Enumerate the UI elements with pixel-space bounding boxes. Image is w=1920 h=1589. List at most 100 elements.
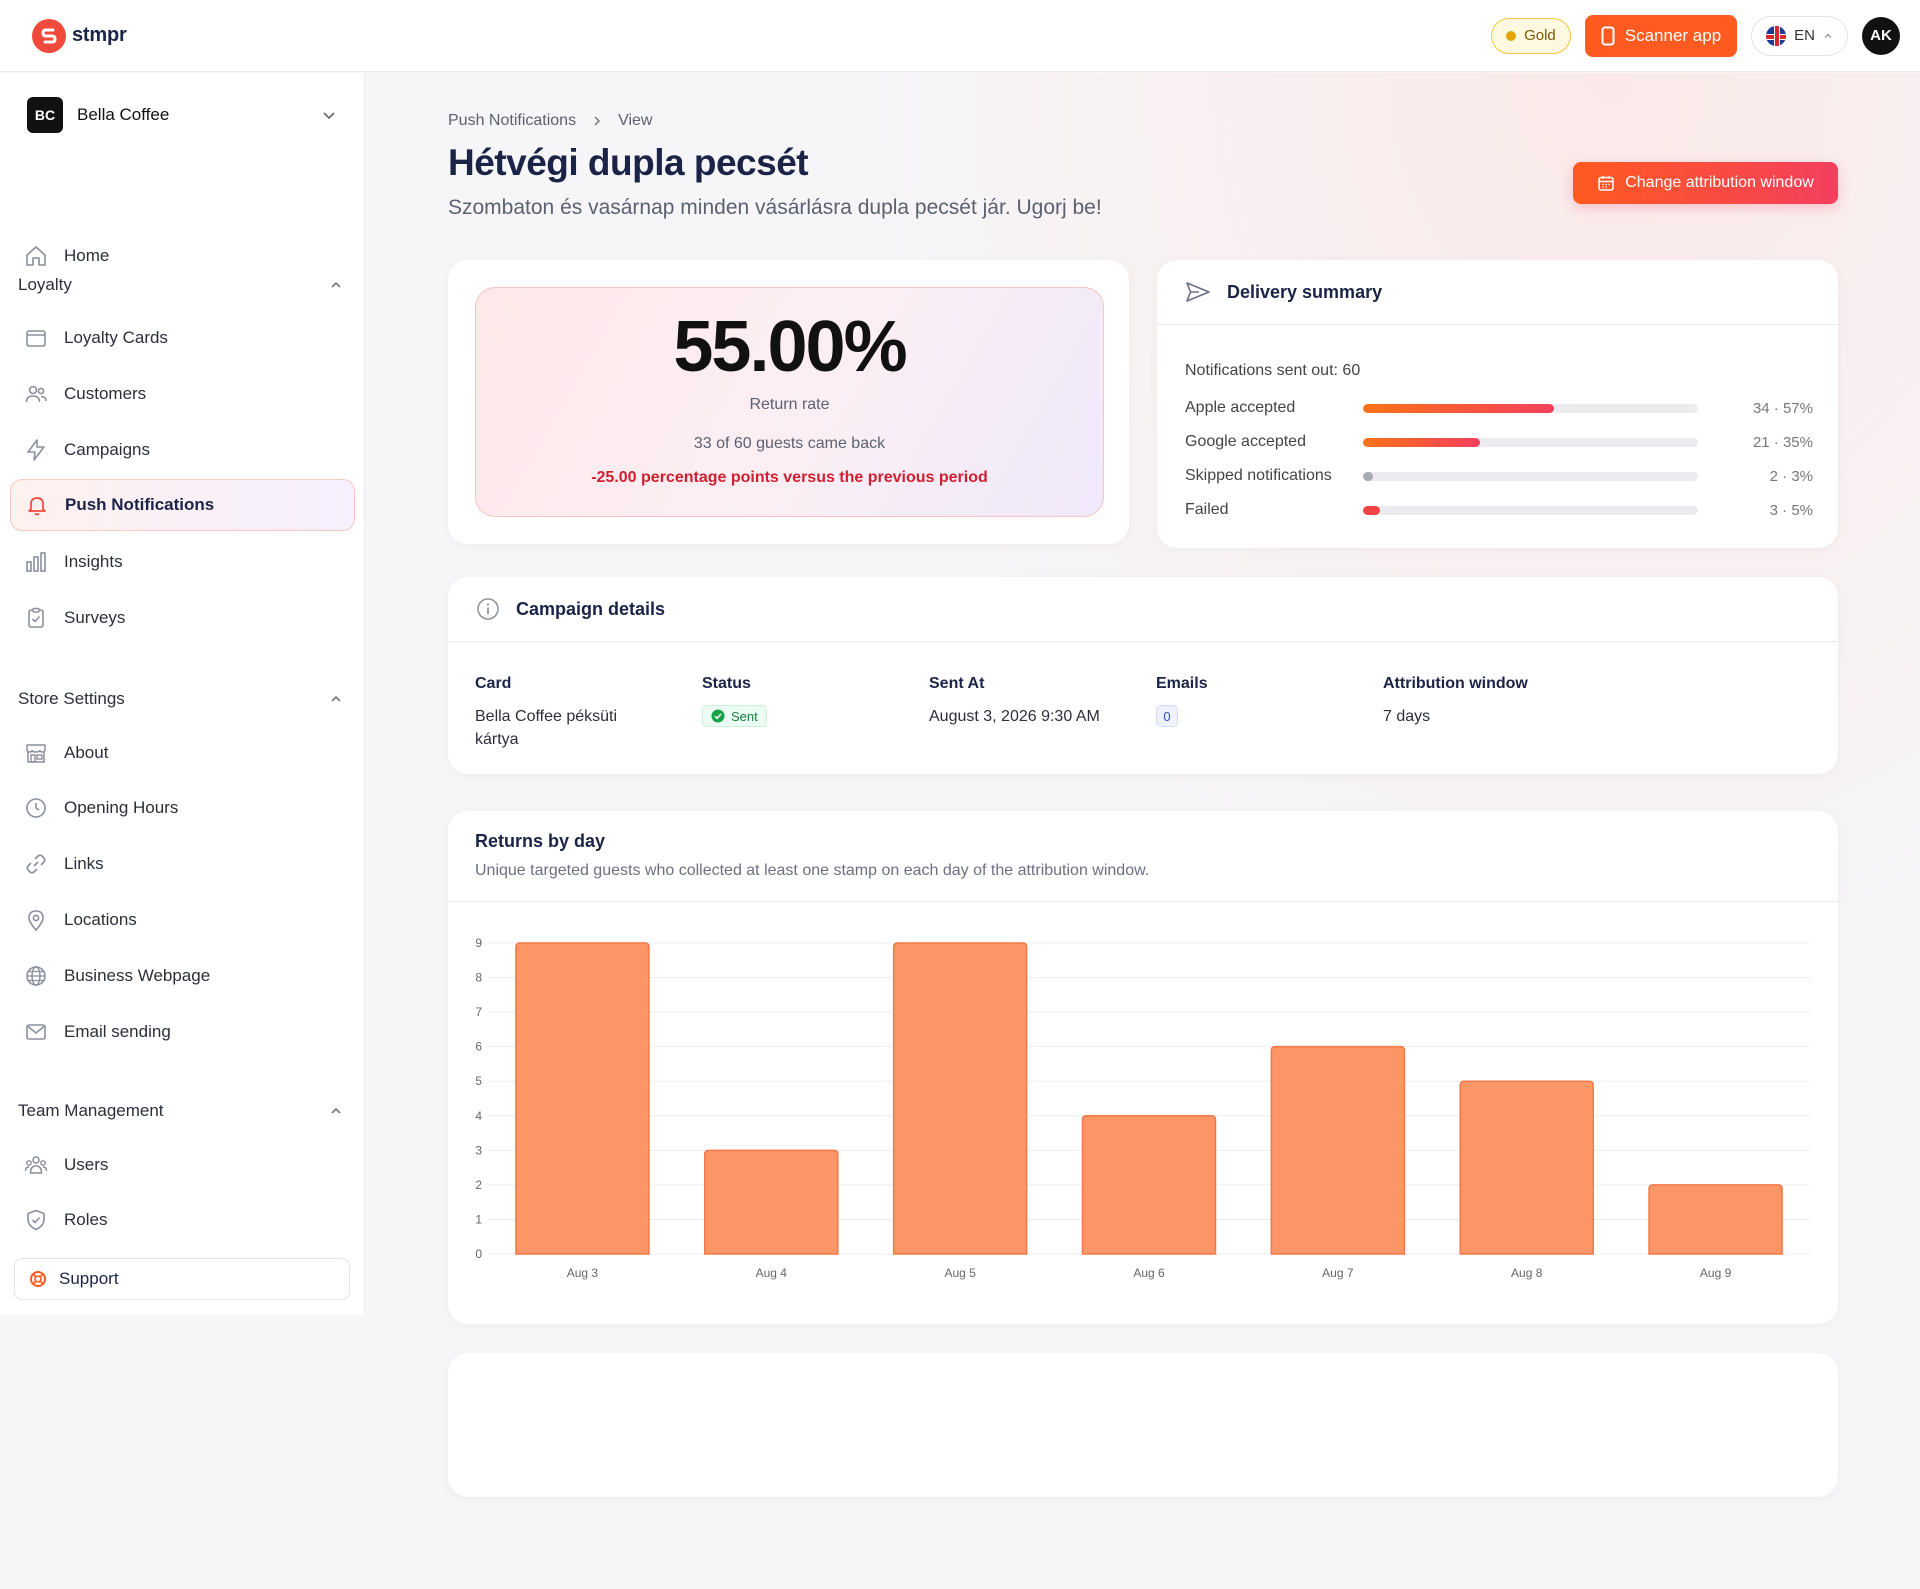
sidebar-item-locations[interactable]: Locations xyxy=(10,894,355,946)
breadcrumb-view: View xyxy=(618,112,653,129)
language-selector[interactable]: EN xyxy=(1751,15,1848,56)
plan-badge[interactable]: Gold xyxy=(1491,17,1571,54)
campaign-attribution-field: Attribution window 7 days xyxy=(1383,675,1603,728)
sidebar-item-business-webpage[interactable]: Business Webpage xyxy=(10,950,355,1002)
delivery-total: Notifications sent out: 60 xyxy=(1185,362,1361,379)
sidebar-item-users[interactable]: Users xyxy=(10,1139,355,1191)
brand[interactable]: stmpr xyxy=(32,18,127,53)
sidebar-item-label: Opening Hours xyxy=(64,798,179,817)
pin-icon xyxy=(28,910,44,932)
chevron-up-icon xyxy=(331,695,341,702)
delivery-progress-fill xyxy=(1363,471,1374,481)
delivery-summary-header: Delivery summary xyxy=(1157,260,1838,325)
sidebar-item-roles[interactable]: Roles xyxy=(10,1194,355,1246)
delivery-row-value: 3 · 5% xyxy=(1769,501,1813,519)
sidebar-item-opening-hours[interactable]: Opening Hours xyxy=(10,782,355,834)
return-rate-highlight: 55.00% Return rate 33 of 60 guests came … xyxy=(475,287,1104,517)
change-attribution-window-button[interactable]: Change attribution window xyxy=(1573,162,1838,204)
campaign-card-label: Card xyxy=(475,675,512,692)
campaign-emails-label: Emails xyxy=(1156,675,1208,692)
campaign-card-value: Bella Coffee péksüti kártya xyxy=(475,708,618,748)
delivery-progress-fill xyxy=(1363,437,1481,447)
campaign-details-card: Campaign details Card Bella Coffee péksü… xyxy=(448,577,1838,774)
user-avatar[interactable]: AK xyxy=(1862,16,1900,55)
y-tick-label: 0 xyxy=(475,1247,482,1261)
sidebar-item-surveys[interactable]: Surveys xyxy=(10,592,355,644)
sidebar-item-label: About xyxy=(64,743,109,762)
campaign-attribution-label: Attribution window xyxy=(1383,675,1528,692)
x-tick-label: Aug 7 xyxy=(1322,1266,1354,1280)
sidebar-item-label: Customers xyxy=(64,384,147,403)
delivery-row: Skipped notifications 2 · 3% xyxy=(1185,465,1815,487)
sidebar-item-label: Users xyxy=(64,1155,109,1174)
returns-by-day-subtitle: Unique targeted guests who collected at … xyxy=(475,862,1150,879)
y-tick-label: 8 xyxy=(475,971,482,985)
returns-by-day-card: Returns by day Unique targeted guests wh… xyxy=(448,811,1838,1324)
campaign-card-field: Card Bella Coffee péksüti kártya xyxy=(475,675,665,751)
bar-aug-5[interactable] xyxy=(892,942,1028,1255)
section-store-settings[interactable]: Store Settings xyxy=(18,684,343,714)
sidebar-item-insights[interactable]: Insights xyxy=(10,536,355,588)
lightning-icon xyxy=(27,439,45,461)
delivery-row-label: Skipped notifications xyxy=(1185,467,1332,484)
delivery-progress-fill xyxy=(1363,505,1380,515)
bar-aug-6[interactable] xyxy=(1081,1115,1217,1255)
sidebar: BC Bella Coffee Home Loyalty Loyalty Car… xyxy=(0,73,365,1315)
returns-divider xyxy=(448,901,1838,902)
bell-icon xyxy=(28,497,46,516)
check-circle-icon xyxy=(711,709,725,723)
x-tick-label: Aug 8 xyxy=(1511,1266,1543,1280)
sidebar-item-links[interactable]: Links xyxy=(10,838,355,890)
x-tick-label: Aug 6 xyxy=(1133,1266,1165,1280)
delivery-progress-track xyxy=(1363,505,1698,515)
y-tick-label: 3 xyxy=(475,1143,482,1157)
sidebar-item-push-notifications[interactable]: Push Notifications xyxy=(10,479,355,531)
language-label: EN xyxy=(1794,27,1815,44)
phone-icon xyxy=(1601,26,1615,45)
y-tick-label: 7 xyxy=(475,1005,482,1019)
store-switcher[interactable]: BC Bella Coffee xyxy=(27,95,337,135)
sidebar-item-campaigns[interactable]: Campaigns xyxy=(10,424,355,476)
top-bar: stmpr Gold Scanner app EN AK xyxy=(0,0,1920,72)
sidebar-item-label: Insights xyxy=(64,552,123,571)
sidebar-item-label: Links xyxy=(64,854,104,873)
support-button[interactable]: Support xyxy=(14,1258,350,1300)
status-badge: Sent xyxy=(702,705,767,727)
chevron-right-icon xyxy=(594,116,601,126)
sidebar-item-email-sending[interactable]: Email sending xyxy=(10,1006,355,1058)
chevron-up-icon xyxy=(1824,33,1832,38)
shield-icon xyxy=(27,1209,45,1231)
globe-icon xyxy=(26,966,46,986)
sidebar-item-customers[interactable]: Customers xyxy=(10,368,355,420)
plan-label: Gold xyxy=(1524,27,1556,44)
scanner-app-button[interactable]: Scanner app xyxy=(1584,14,1738,57)
breadcrumb-push-notifications[interactable]: Push Notifications xyxy=(448,112,577,129)
bar-aug-4[interactable] xyxy=(704,1149,839,1255)
campaign-sent-at-value: August 3, 2026 9:30 AM xyxy=(929,708,1100,725)
delivery-row-value: 34 · 57% xyxy=(1752,399,1813,417)
bar-aug-8[interactable] xyxy=(1459,1080,1594,1255)
status-badge-label: Sent xyxy=(731,708,758,724)
bar-aug-9[interactable] xyxy=(1648,1184,1783,1255)
delivery-row-value: 21 · 35% xyxy=(1752,433,1813,451)
section-team-management[interactable]: Team Management xyxy=(18,1096,343,1126)
delivery-row-value: 2 · 3% xyxy=(1769,467,1813,485)
sidebar-item-loyalty-cards[interactable]: Loyalty Cards xyxy=(10,312,355,364)
page-title: Hétvégi dupla pecsét xyxy=(448,142,809,183)
sidebar-item-home[interactable]: Home xyxy=(10,230,355,282)
sidebar-item-label: Locations xyxy=(64,910,137,929)
campaign-sent-at-field: Sent At August 3, 2026 9:30 AM xyxy=(929,675,1149,728)
sidebar-item-about[interactable]: About xyxy=(10,727,355,779)
section-loyalty[interactable]: Loyalty xyxy=(18,270,343,300)
delivery-row: Google accepted 21 · 35% xyxy=(1185,431,1815,453)
delivery-summary-card: Delivery summary Notifications sent out:… xyxy=(1157,260,1838,548)
return-rate-value: 55.00% xyxy=(673,307,907,387)
change-attribution-window-label: Change attribution window xyxy=(1625,174,1814,191)
y-tick-label: 9 xyxy=(475,936,482,950)
y-tick-label: 1 xyxy=(475,1212,482,1226)
campaign-emails-field: Emails 0 xyxy=(1156,675,1376,727)
bar-aug-3[interactable] xyxy=(515,942,650,1255)
bar-aug-7[interactable] xyxy=(1270,1045,1406,1255)
delivery-progress-track xyxy=(1363,403,1698,413)
chevron-up-icon xyxy=(331,281,341,288)
